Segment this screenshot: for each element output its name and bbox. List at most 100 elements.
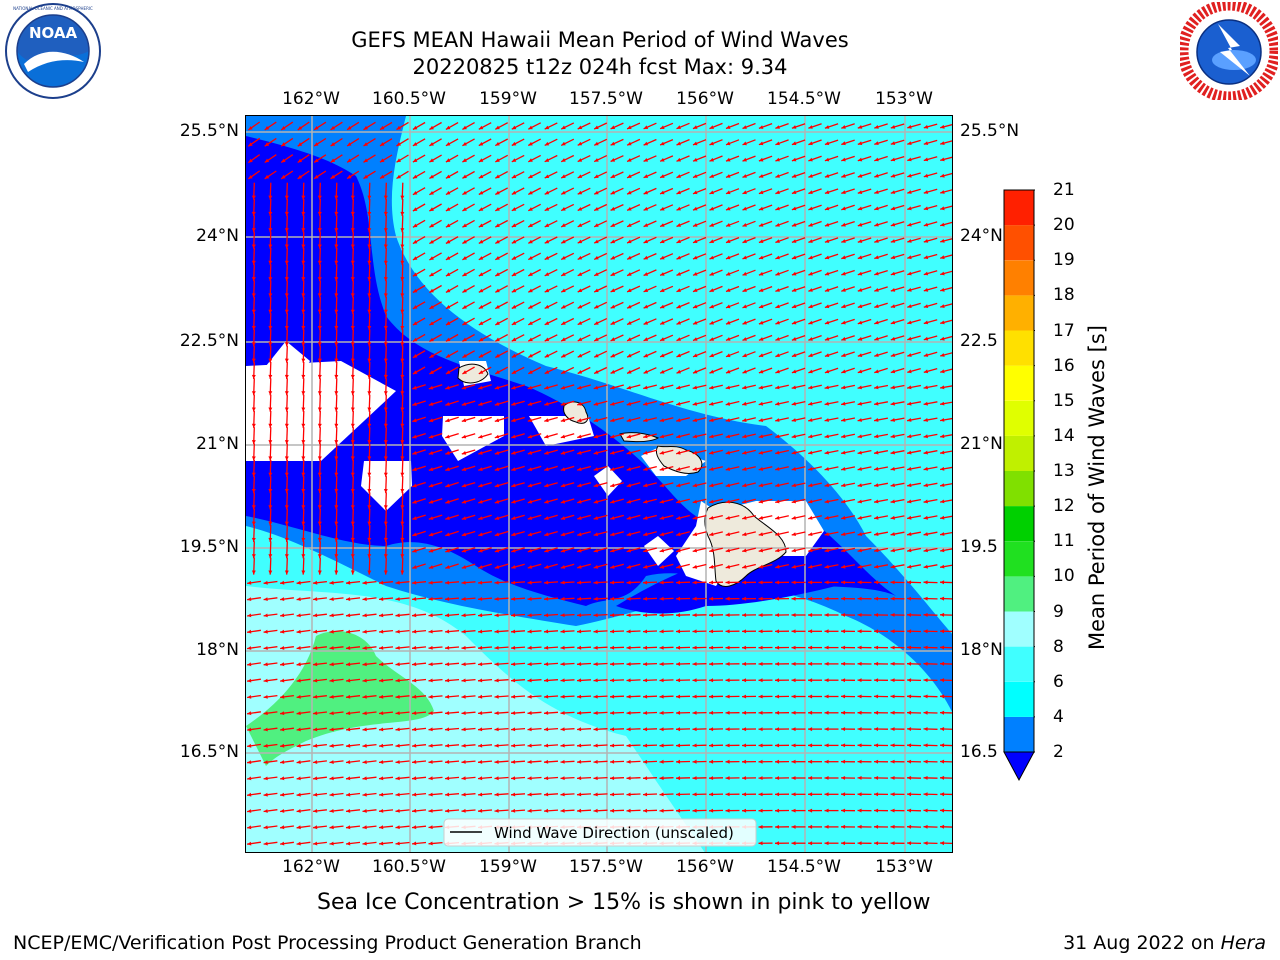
wind-arrowhead [350, 244, 355, 249]
wind-arrowhead [808, 596, 813, 601]
wind-arrowhead [462, 305, 467, 309]
wind-arrowhead [313, 597, 318, 601]
wind-arrowhead [367, 293, 372, 298]
wind-arrowhead [330, 125, 336, 130]
wind-arrowhead [334, 554, 339, 559]
wind-arrowhead [907, 661, 912, 666]
wind-arrowhead [709, 434, 714, 439]
wind-arrowhead [395, 743, 400, 748]
wind-arrowhead [923, 173, 929, 178]
wind-arrowhead [610, 727, 615, 732]
wind-arrowhead [445, 516, 450, 520]
wind-arrowhead [940, 824, 945, 829]
wind-arrowhead [890, 336, 896, 341]
wind-arrowhead [412, 548, 417, 553]
wind-arrowhead [313, 678, 318, 683]
wind-arrowhead [643, 385, 648, 390]
wind-arrowhead [709, 776, 714, 780]
wind-arrowhead [462, 288, 467, 293]
wind-arrowhead [758, 141, 764, 146]
wind-arrowhead [461, 434, 467, 439]
wind-arrowhead [610, 548, 615, 553]
wind-arrowhead [775, 450, 780, 455]
wind-arrowhead [940, 222, 945, 227]
wind-arrowhead [923, 743, 928, 748]
wind-arrowhead [445, 678, 450, 683]
wind-arrowhead [841, 580, 846, 585]
wind-arrowhead [709, 808, 714, 813]
wind-arrowhead [940, 710, 945, 715]
wind-arrowhead [544, 418, 549, 423]
wind-arrowhead [791, 467, 796, 471]
wind-arrowhead [560, 743, 565, 748]
wind-arrowhead [676, 613, 681, 618]
wind-arrowhead [400, 326, 405, 331]
wind-arrowhead [400, 358, 405, 363]
wind-arrowhead [297, 126, 303, 130]
wind-arrowhead [627, 223, 632, 227]
wind-arrowhead [284, 260, 289, 265]
wind-arrowhead [412, 597, 417, 601]
wind-arrowhead [544, 499, 549, 504]
wind-arrowhead [284, 309, 289, 314]
wind-arrowhead [478, 174, 484, 179]
wind-arrowhead [907, 792, 912, 797]
wind-arrowhead [428, 808, 433, 813]
wind-arrowhead [577, 759, 582, 764]
wind-arrowhead [263, 825, 268, 830]
wind-arrowhead [561, 321, 566, 325]
wind-arrowhead [627, 288, 632, 292]
wind-arrowhead [412, 841, 417, 846]
wind-arrowhead [709, 353, 714, 358]
wind-arrowhead [907, 776, 912, 780]
wind-arrowhead [528, 223, 533, 227]
wind-arrowhead [857, 645, 862, 650]
wind-arrowhead [742, 401, 747, 406]
colorbar-segment [1004, 471, 1034, 507]
wind-arrowhead [940, 418, 945, 422]
wind-arrowhead [808, 776, 813, 780]
wind-arrowhead [346, 580, 351, 585]
wind-arrowhead [627, 141, 632, 146]
wind-arrowhead [775, 662, 780, 666]
wind-arrowhead [940, 124, 945, 129]
wind-arrowhead [461, 629, 466, 634]
wind-arrowhead [709, 157, 714, 162]
wind-arrowhead [660, 272, 665, 276]
wind-arrowhead [379, 646, 384, 650]
wind-arrowhead [383, 537, 388, 542]
wind-arrowhead [383, 554, 388, 559]
wind-arrowhead [890, 369, 896, 374]
wind-arrowhead [742, 125, 747, 129]
map-panel[interactable]: Wind Wave Direction (unscaled) [245, 115, 953, 853]
wind-arrowhead [693, 157, 698, 162]
wind-arrowhead [692, 662, 697, 666]
wind-arrowhead [560, 402, 566, 406]
wind-arrowhead [791, 515, 796, 520]
wind-arrowhead [659, 613, 664, 618]
wind-arrowhead [367, 228, 372, 233]
island-kauai [457, 363, 489, 384]
wind-arrowhead [247, 678, 252, 683]
lon-label-top: 162°W [282, 89, 340, 109]
wind-arrowhead [478, 272, 484, 276]
wind-arrowhead [626, 743, 631, 748]
wind-arrowhead [725, 629, 730, 634]
wind-arrowhead [824, 401, 829, 406]
wind-arrowhead [400, 244, 405, 249]
wind-arrowhead [544, 256, 550, 260]
wind-arrowhead [907, 385, 912, 390]
wind-arrowhead [791, 825, 796, 829]
wind-arrowhead [775, 825, 780, 829]
wind-arrowhead [726, 206, 731, 211]
wind-arrowhead [742, 645, 747, 650]
wind-arrowhead [478, 727, 483, 732]
wind-arrowhead [923, 564, 928, 569]
wind-arrowhead [808, 125, 813, 129]
wind-arrowhead [445, 125, 451, 130]
wind-arrowhead [824, 418, 829, 422]
wind-arrowhead [346, 694, 351, 699]
wind-arrowhead [874, 694, 879, 699]
wind-arrowhead [247, 743, 252, 748]
wind-arrowhead [412, 532, 417, 537]
